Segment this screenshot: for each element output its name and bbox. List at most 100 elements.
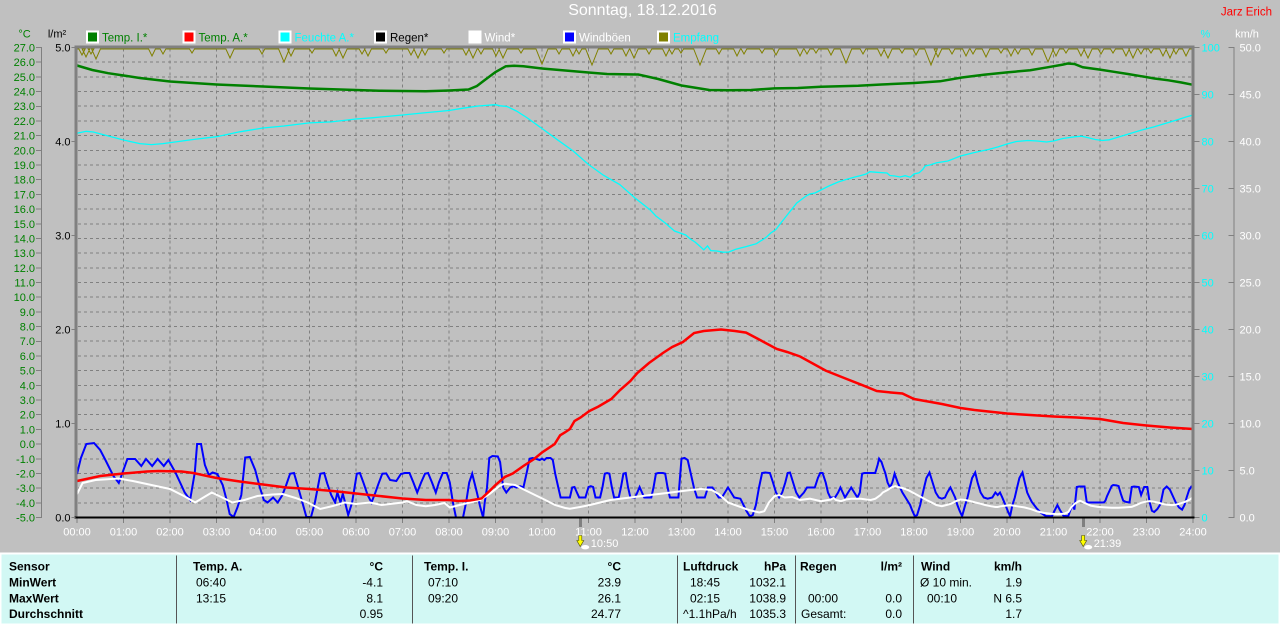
svg-text:l/m²: l/m² — [881, 560, 902, 574]
svg-text:17.0: 17.0 — [14, 189, 35, 201]
svg-text:Sensor: Sensor — [9, 560, 50, 574]
svg-text:15.0: 15.0 — [14, 219, 35, 231]
svg-text:1.9: 1.9 — [1005, 576, 1022, 590]
svg-text:Gesamt:: Gesamt: — [801, 607, 846, 621]
svg-text:05:00: 05:00 — [296, 527, 324, 539]
svg-text:01:00: 01:00 — [110, 527, 138, 539]
svg-text:0: 0 — [1202, 513, 1208, 525]
svg-text:90: 90 — [1202, 90, 1214, 102]
svg-text:30: 30 — [1202, 372, 1214, 384]
svg-text:40.0: 40.0 — [1240, 137, 1261, 149]
svg-text:1.7: 1.7 — [1005, 607, 1022, 621]
svg-text:24.77: 24.77 — [591, 607, 621, 621]
svg-text:07:10: 07:10 — [428, 576, 458, 590]
svg-text:0.95: 0.95 — [360, 607, 384, 621]
svg-text:24.0: 24.0 — [14, 87, 35, 99]
svg-text:19:00: 19:00 — [947, 527, 975, 539]
svg-text:1035.3: 1035.3 — [749, 607, 786, 621]
svg-text:°C: °C — [608, 560, 622, 574]
svg-text:26.1: 26.1 — [598, 591, 622, 605]
svg-text:3.0: 3.0 — [20, 395, 35, 407]
svg-text:10:00: 10:00 — [528, 527, 556, 539]
svg-text:18:00: 18:00 — [900, 527, 928, 539]
svg-text:l/m²: l/m² — [48, 29, 67, 41]
svg-text:21:39: 21:39 — [1094, 538, 1122, 550]
svg-text:7.0: 7.0 — [20, 336, 35, 348]
svg-text:km/h: km/h — [994, 560, 1022, 574]
svg-text:23.0: 23.0 — [14, 101, 35, 113]
svg-text:N 6.5: N 6.5 — [993, 591, 1022, 605]
svg-text:20.0: 20.0 — [14, 145, 35, 157]
svg-text:Empfang: Empfang — [673, 33, 719, 45]
svg-text:-5.0: -5.0 — [16, 513, 35, 525]
svg-text:Durchschnitt: Durchschnitt — [9, 607, 83, 621]
svg-text:18.0: 18.0 — [14, 175, 35, 187]
svg-text:Temp. A.*: Temp. A.* — [199, 33, 249, 45]
svg-text:10.0: 10.0 — [14, 292, 35, 304]
svg-text:80: 80 — [1202, 137, 1214, 149]
svg-text:06:00: 06:00 — [342, 527, 370, 539]
svg-text:45.0: 45.0 — [1240, 90, 1261, 102]
svg-text:-4.0: -4.0 — [16, 498, 35, 510]
svg-text:00:00: 00:00 — [808, 591, 838, 605]
svg-text:23.9: 23.9 — [598, 576, 622, 590]
svg-text:-4.1: -4.1 — [362, 576, 383, 590]
svg-text:10.0: 10.0 — [1240, 419, 1261, 431]
svg-text:25.0: 25.0 — [14, 72, 35, 84]
svg-text:3.0: 3.0 — [55, 231, 70, 243]
svg-text:Windböen: Windböen — [579, 33, 631, 45]
svg-text:0.0: 0.0 — [1240, 513, 1255, 525]
svg-text:0.0: 0.0 — [885, 607, 902, 621]
svg-text:km/h: km/h — [1235, 29, 1259, 41]
svg-text:20: 20 — [1202, 419, 1214, 431]
svg-text:5.0: 5.0 — [1240, 466, 1255, 478]
svg-text:16.0: 16.0 — [14, 204, 35, 216]
svg-text:25.0: 25.0 — [1240, 278, 1261, 290]
svg-text:00:00: 00:00 — [63, 527, 91, 539]
svg-text:14:00: 14:00 — [714, 527, 742, 539]
svg-text:26.0: 26.0 — [14, 57, 35, 69]
svg-text:2.0: 2.0 — [20, 410, 35, 422]
svg-text:5.0: 5.0 — [20, 366, 35, 378]
svg-text:18:45: 18:45 — [690, 576, 720, 590]
svg-text:03:00: 03:00 — [203, 527, 231, 539]
svg-text:1.0: 1.0 — [55, 419, 70, 431]
svg-text:2.0: 2.0 — [55, 325, 70, 337]
svg-text:15.0: 15.0 — [1240, 372, 1261, 384]
svg-text:15:00: 15:00 — [761, 527, 789, 539]
svg-text:50: 50 — [1202, 278, 1214, 290]
svg-text:1032.1: 1032.1 — [749, 576, 786, 590]
svg-text:10:50: 10:50 — [591, 538, 619, 550]
svg-text:21.0: 21.0 — [14, 131, 35, 143]
svg-text:24:00: 24:00 — [1179, 527, 1207, 539]
svg-text:19.0: 19.0 — [14, 160, 35, 172]
svg-text:0.0: 0.0 — [20, 439, 35, 451]
svg-text:13:15: 13:15 — [196, 591, 226, 605]
svg-text:Jarz Erich: Jarz Erich — [1221, 7, 1272, 19]
svg-text:Feuchte A.*: Feuchte A.* — [295, 33, 355, 45]
svg-text:11.0: 11.0 — [14, 278, 35, 290]
svg-text:40: 40 — [1202, 325, 1214, 337]
svg-text:0.0: 0.0 — [885, 591, 902, 605]
svg-text:20:00: 20:00 — [993, 527, 1021, 539]
svg-text:MinWert: MinWert — [9, 576, 56, 590]
svg-text:10: 10 — [1202, 466, 1214, 478]
svg-text:12:00: 12:00 — [621, 527, 649, 539]
svg-text:Ø 10 min.: Ø 10 min. — [920, 576, 972, 590]
svg-text:Wind: Wind — [921, 560, 950, 574]
svg-text:Wind*: Wind* — [485, 33, 516, 45]
svg-text:9.0: 9.0 — [20, 307, 35, 319]
svg-text:-2.0: -2.0 — [16, 468, 35, 480]
svg-text:09:00: 09:00 — [482, 527, 510, 539]
svg-text:Temp. A.: Temp. A. — [193, 560, 242, 574]
svg-text:30.0: 30.0 — [1240, 231, 1261, 243]
svg-text:°C: °C — [18, 29, 30, 41]
svg-text:22.0: 22.0 — [14, 116, 35, 128]
svg-text:hPa: hPa — [764, 560, 786, 574]
svg-text:08:00: 08:00 — [435, 527, 463, 539]
svg-text:4.0: 4.0 — [55, 137, 70, 149]
svg-text:13.0: 13.0 — [14, 248, 35, 260]
svg-text:°C: °C — [370, 560, 384, 574]
svg-text:^1.1hPa/h: ^1.1hPa/h — [683, 607, 737, 621]
svg-text:8.1: 8.1 — [366, 591, 383, 605]
